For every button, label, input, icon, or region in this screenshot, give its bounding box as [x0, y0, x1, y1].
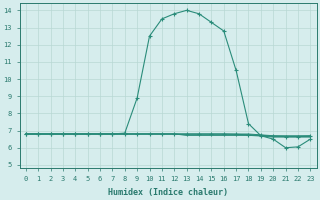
X-axis label: Humidex (Indice chaleur): Humidex (Indice chaleur): [108, 188, 228, 197]
